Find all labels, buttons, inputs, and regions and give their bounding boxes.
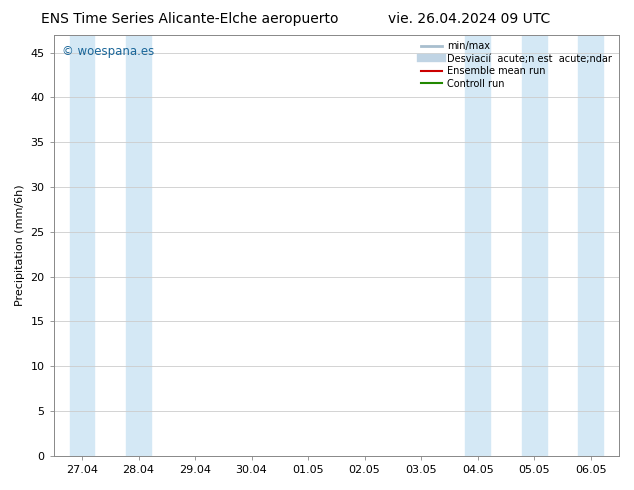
Bar [126,35,151,456]
Bar [578,35,603,456]
Bar [465,35,490,456]
Text: ENS Time Series Alicante-Elche aeropuerto: ENS Time Series Alicante-Elche aeropuert… [41,12,339,26]
Legend: min/max, Desviacií  acute;n est  acute;ndar, Ensemble mean run, Controll run: min/max, Desviacií acute;n est acute;nda… [419,40,614,91]
Bar [522,35,547,456]
Text: © woespana.es: © woespana.es [62,45,155,58]
Y-axis label: Precipitation (mm/6h): Precipitation (mm/6h) [15,184,25,306]
Text: vie. 26.04.2024 09 UTC: vie. 26.04.2024 09 UTC [388,12,550,26]
Bar [70,35,94,456]
